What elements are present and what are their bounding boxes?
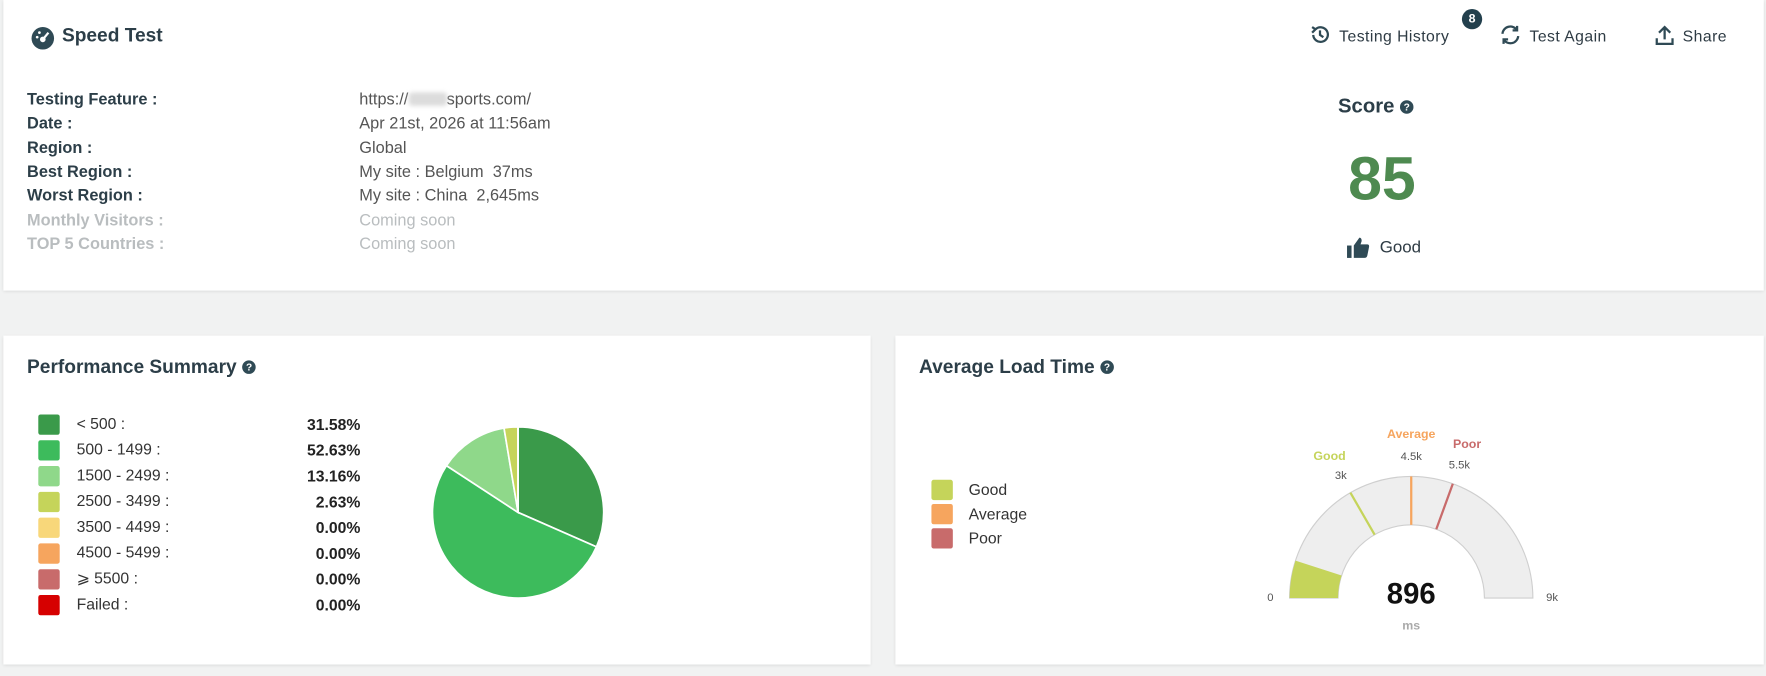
- legend-value: 0.00%: [316, 546, 361, 563]
- help-icon[interactable]: ?: [242, 360, 256, 374]
- gauge-tick-label: 3k: [1335, 470, 1347, 482]
- page-title: Speed Test: [61, 24, 163, 47]
- legend-label: 1500 - 2499 :: [77, 467, 170, 484]
- detail-value-text: Apr 21st, 2026 at 11:56am: [359, 115, 551, 134]
- load-time-panel: Average Load Time? Good Good Average Averag…: [895, 335, 1764, 665]
- gauge-chart: Good Good Average Average Poor Poor 0 3k 4.5k 5.5…: [931, 427, 1558, 632]
- detail-value-text: My site : Belgium 37ms: [359, 163, 533, 182]
- gauge-tick-label: 0: [1267, 592, 1273, 604]
- detail-value: https:// sports.com/: [359, 91, 531, 109]
- legend-swatch: [38, 491, 60, 513]
- score-value: 85: [1348, 145, 1416, 213]
- legend-swatch: [931, 528, 953, 549]
- detail-value-text: sports.com/: [446, 91, 532, 110]
- detail-value-text: My site : China 2,645ms: [359, 187, 540, 206]
- detail-value: Coming soon: [359, 211, 455, 229]
- panel-title: Performance Summary?: [27, 356, 256, 379]
- legend-label: Failed :: [77, 596, 129, 613]
- gauge-tick-label: 4.5k: [1401, 451, 1423, 463]
- detail-label: Best Region :: [27, 163, 133, 182]
- legend-label: < 500 :: [77, 416, 126, 433]
- legend-swatch: [38, 543, 60, 564]
- legend-swatch: [38, 517, 60, 538]
- detail-label: Date :: [27, 115, 73, 134]
- performance-panel: Performance Summary? < 500 : 31.58% 500 - …: [3, 335, 871, 665]
- test-again-button[interactable]: Test Again: [1529, 27, 1607, 46]
- legend-value: 2.63%: [316, 494, 361, 511]
- gauge-tick-label: 5.5k: [1449, 460, 1471, 472]
- threshold-line: [1349, 492, 1376, 536]
- legend-swatch: [38, 414, 60, 435]
- legend-label: 2500 - 3499 :: [77, 493, 170, 510]
- history-badge: 8: [1461, 9, 1483, 30]
- gauge-value-label: 896: [1387, 578, 1436, 611]
- band-label: Good: [1313, 449, 1345, 463]
- legend-label: Average: [969, 506, 1028, 523]
- detail-label: Region :: [27, 139, 93, 158]
- share-icon[interactable]: [1653, 24, 1676, 47]
- panel-title-text: Performance Summary: [27, 355, 237, 378]
- gauge-unit: ms: [1402, 618, 1420, 632]
- threshold-line: [1435, 483, 1454, 530]
- detail-label: Monthly Visitors :: [27, 211, 164, 230]
- panel-title: Average Load Time?: [919, 356, 1114, 379]
- gauge-track: [1289, 475, 1534, 599]
- legend-value: 52.63%: [307, 443, 360, 460]
- legend-label: 4500 - 5499 :: [77, 545, 170, 562]
- refresh-icon[interactable]: [1499, 24, 1522, 47]
- share-button[interactable]: Share: [1682, 27, 1727, 46]
- legend-value: 13.16%: [307, 468, 360, 485]
- band-label: Poor: [1453, 437, 1481, 451]
- legend-swatch: [38, 569, 60, 590]
- legend-value: 0.00%: [316, 572, 361, 589]
- detail-value: My site : Belgium 37ms: [359, 163, 532, 181]
- detail-label: Testing Feature :: [27, 91, 158, 110]
- detail-value: Global: [359, 139, 406, 157]
- panel-title-text: Average Load Time: [919, 355, 1095, 378]
- legend-swatch: [931, 504, 953, 525]
- speed-icon: [31, 27, 55, 50]
- thumb-icon: [1347, 237, 1370, 258]
- pie-chart: < 500 : 31.58% 500 - 1499 : 52.63% 1500 - 24…: [38, 414, 605, 616]
- score-label-text: Score: [1338, 94, 1395, 118]
- legend-swatch: [38, 595, 60, 616]
- legend-swatch: [38, 440, 60, 461]
- redacted: [408, 92, 447, 106]
- detail-label: TOP 5 Countries :: [27, 235, 165, 254]
- legend-label: Good: [969, 482, 1008, 499]
- legend-swatch: [38, 466, 60, 487]
- legend-value: 0.00%: [316, 597, 361, 614]
- pie-slice: [445, 427, 520, 515]
- help-icon[interactable]: ?: [1400, 100, 1414, 114]
- legend-value: 31.58%: [307, 417, 360, 434]
- pie-slice: [431, 464, 598, 599]
- detail-value: Apr 21st, 2026 at 11:56am: [359, 115, 550, 133]
- score-label: Score?: [1338, 94, 1414, 119]
- detail-value-text: Global: [359, 139, 407, 158]
- testing-history-button[interactable]: Testing History: [1339, 27, 1450, 46]
- gauge-value: [1289, 560, 1342, 599]
- detail-value: Coming soon: [359, 235, 455, 253]
- history-icon[interactable]: [1309, 24, 1332, 47]
- detail-value: My site : China 2,645ms: [359, 187, 539, 205]
- legend-label: 3500 - 4499 :: [77, 519, 170, 536]
- legend-value: 0.00%: [316, 520, 361, 537]
- help-icon[interactable]: ?: [1100, 360, 1114, 374]
- legend-label: 500 - 1499 :: [77, 442, 161, 459]
- score-rating: Good: [1379, 237, 1422, 257]
- legend-label: Poor: [969, 531, 1002, 548]
- pie-slice: [517, 426, 605, 548]
- detail-value-text: https://: [359, 91, 409, 110]
- band-label: Average: [1387, 427, 1435, 441]
- detail-value-text: Coming soon: [359, 235, 456, 254]
- summary-panel: Speed Test Testing History 8 Test Again …: [3, 0, 1764, 291]
- detail-label: Worst Region :: [27, 187, 143, 206]
- legend-label: ⩾ 5500 :: [77, 571, 138, 588]
- detail-value-text: Coming soon: [359, 211, 456, 230]
- gauge-tick-label: 9k: [1546, 592, 1558, 604]
- legend-swatch: [931, 479, 953, 501]
